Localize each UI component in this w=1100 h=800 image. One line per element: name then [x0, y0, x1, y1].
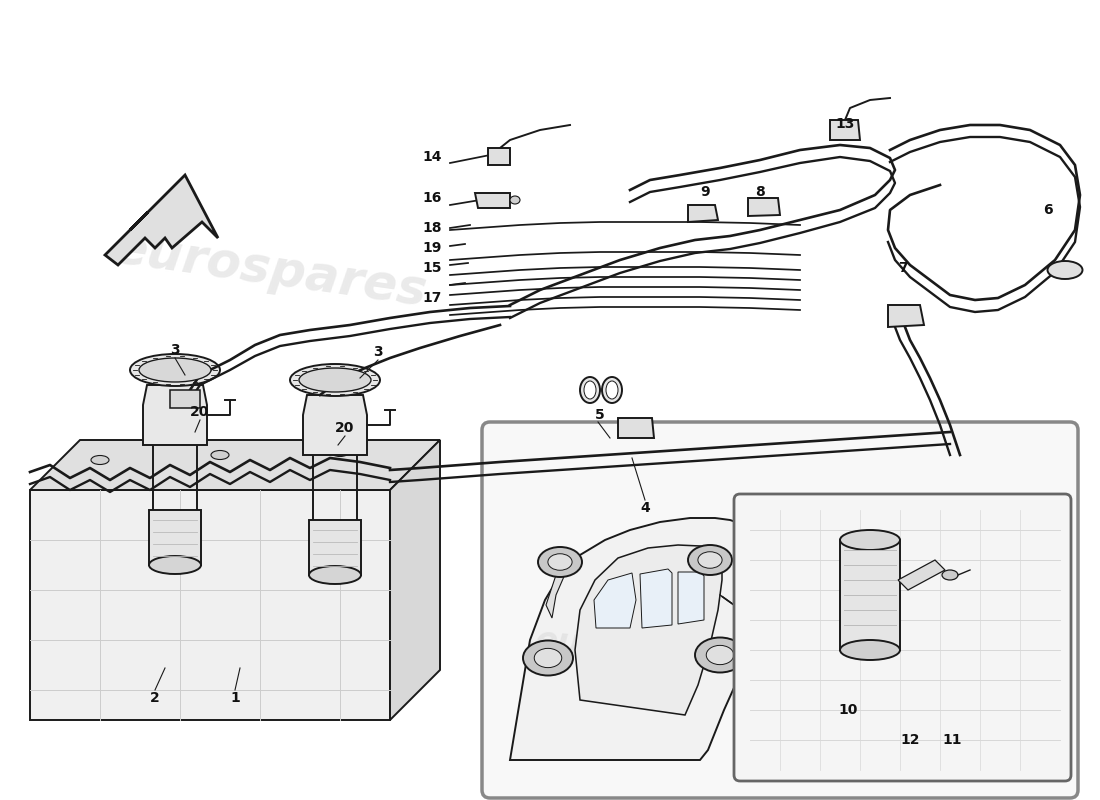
Text: 8: 8: [755, 185, 764, 199]
Text: eurospares: eurospares: [520, 544, 839, 636]
Text: 10: 10: [838, 703, 858, 717]
Ellipse shape: [840, 640, 900, 660]
Ellipse shape: [688, 545, 732, 575]
Text: 9: 9: [701, 185, 710, 199]
Ellipse shape: [309, 566, 361, 584]
Text: 18: 18: [422, 221, 442, 235]
Ellipse shape: [548, 554, 572, 570]
Ellipse shape: [584, 381, 596, 399]
Text: 2: 2: [150, 691, 160, 705]
Polygon shape: [688, 205, 718, 222]
Polygon shape: [30, 440, 440, 490]
Ellipse shape: [1047, 261, 1082, 279]
Ellipse shape: [331, 447, 349, 457]
Polygon shape: [546, 558, 572, 618]
Polygon shape: [30, 490, 390, 720]
Polygon shape: [170, 390, 200, 408]
Ellipse shape: [290, 364, 380, 396]
Polygon shape: [594, 573, 636, 628]
Polygon shape: [575, 545, 722, 715]
Text: 11: 11: [943, 733, 961, 747]
Text: 17: 17: [422, 291, 442, 305]
Text: 14: 14: [422, 150, 442, 164]
Ellipse shape: [535, 648, 562, 668]
Text: 13: 13: [835, 117, 855, 131]
Text: 19: 19: [422, 241, 442, 255]
Ellipse shape: [697, 552, 722, 568]
Polygon shape: [618, 418, 654, 438]
Polygon shape: [748, 198, 780, 216]
Text: 7: 7: [899, 261, 907, 275]
Ellipse shape: [942, 570, 958, 580]
Polygon shape: [640, 569, 672, 628]
Polygon shape: [104, 175, 218, 265]
Polygon shape: [488, 148, 510, 165]
Text: 3: 3: [373, 345, 383, 359]
Text: 6: 6: [1043, 203, 1053, 217]
Polygon shape: [148, 510, 201, 565]
Ellipse shape: [299, 368, 371, 392]
FancyBboxPatch shape: [482, 422, 1078, 798]
Polygon shape: [898, 560, 945, 590]
Ellipse shape: [606, 381, 618, 399]
Ellipse shape: [706, 646, 734, 665]
Text: 20: 20: [190, 405, 210, 419]
Polygon shape: [888, 305, 924, 327]
Polygon shape: [475, 193, 510, 208]
Text: 4: 4: [640, 501, 650, 515]
Ellipse shape: [522, 641, 573, 675]
Polygon shape: [143, 385, 207, 445]
Ellipse shape: [840, 530, 900, 550]
Ellipse shape: [148, 556, 201, 574]
Ellipse shape: [91, 455, 109, 465]
Text: 12: 12: [900, 733, 920, 747]
Polygon shape: [830, 120, 860, 140]
Text: eurospares: eurospares: [534, 624, 747, 676]
FancyBboxPatch shape: [734, 494, 1071, 781]
Text: 3: 3: [170, 343, 179, 357]
Ellipse shape: [139, 358, 211, 382]
Polygon shape: [840, 540, 900, 650]
Ellipse shape: [510, 196, 520, 204]
Polygon shape: [678, 572, 704, 624]
Text: 1: 1: [230, 691, 240, 705]
Ellipse shape: [580, 377, 600, 403]
Text: eurospares: eurospares: [110, 224, 430, 316]
Ellipse shape: [211, 450, 229, 459]
Text: 16: 16: [422, 191, 442, 205]
Polygon shape: [302, 395, 367, 455]
Polygon shape: [309, 520, 361, 575]
Ellipse shape: [538, 547, 582, 577]
Text: 5: 5: [595, 408, 605, 422]
Text: 15: 15: [422, 261, 442, 275]
Polygon shape: [510, 518, 770, 760]
Ellipse shape: [695, 638, 745, 673]
Ellipse shape: [602, 377, 621, 403]
Ellipse shape: [130, 354, 220, 386]
Polygon shape: [390, 440, 440, 720]
Text: 20: 20: [336, 421, 354, 435]
